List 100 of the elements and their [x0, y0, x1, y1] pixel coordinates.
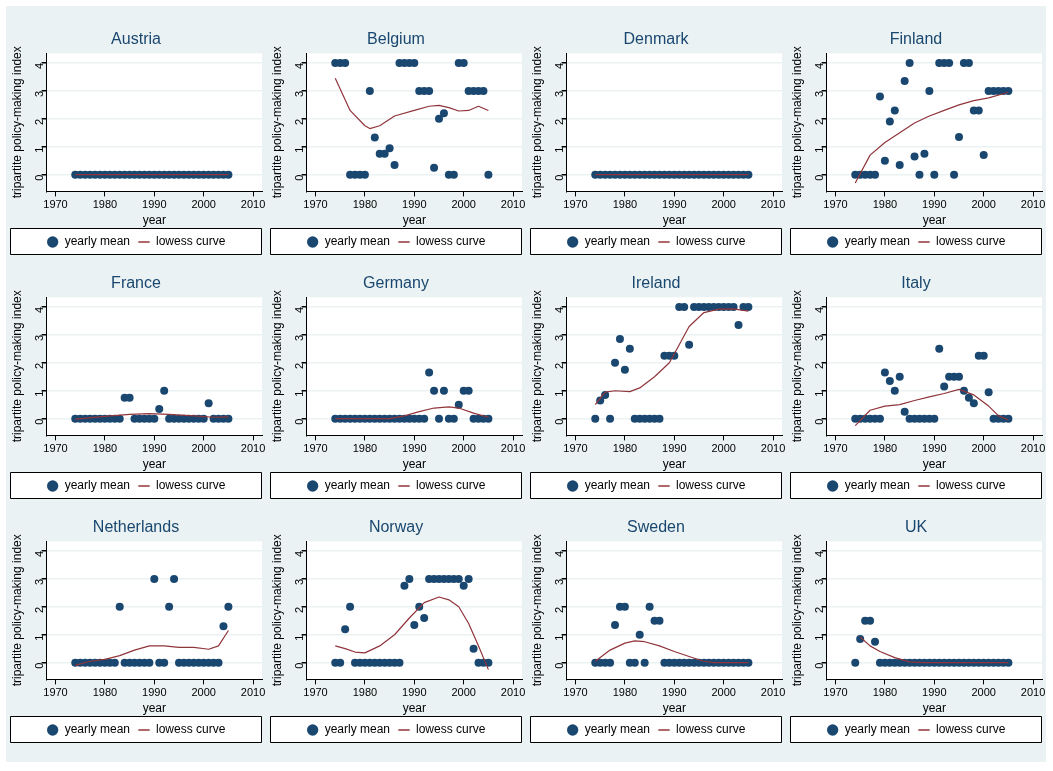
y-tick-label: 2: [552, 118, 565, 125]
legend-label: yearly mean: [324, 234, 391, 249]
y-tick-label: 2: [552, 362, 565, 369]
legend-label: lowess curve: [156, 234, 226, 249]
y-tick-label: 0: [292, 662, 305, 669]
point: [611, 620, 620, 629]
point: [484, 170, 493, 179]
y-tick-label: 2: [32, 606, 45, 613]
x-axis-title: year: [142, 457, 166, 472]
x-tick-label: 1970: [43, 198, 68, 211]
chart-title: France: [111, 274, 161, 292]
y-tick-label: 0: [812, 662, 825, 669]
chart-title: Germany: [363, 274, 429, 292]
legend-label: lowess curve: [676, 234, 746, 249]
y-tick-label: 2: [292, 362, 305, 369]
y-tick-label: 3: [32, 90, 45, 98]
point: [365, 86, 374, 95]
x-tick-label: 1970: [303, 686, 328, 699]
point: [165, 602, 174, 611]
x-tick-label: 1990: [662, 198, 687, 211]
point: [160, 658, 169, 667]
x-tick-label: 1970: [563, 198, 588, 211]
point: [341, 58, 350, 67]
x-tick-label: 1980: [92, 442, 118, 455]
chart-title: Norway: [368, 518, 424, 536]
y-tick-label: 2: [292, 118, 305, 125]
legend-label: lowess curve: [156, 478, 226, 493]
y-tick-label: 4: [552, 306, 565, 314]
x-tick-label: 2000: [451, 442, 476, 455]
y-tick-label: 3: [32, 578, 45, 586]
x-tick-label: 1970: [303, 442, 328, 455]
y-axis-title: tripartite policy-making index: [9, 290, 24, 443]
y-tick-label: 4: [812, 62, 825, 70]
point: [224, 602, 233, 611]
y-tick-label: 1: [32, 634, 45, 641]
x-tick-label: 1980: [92, 198, 118, 211]
point: [155, 404, 164, 413]
point: [591, 414, 600, 423]
y-tick-label: 2: [812, 362, 825, 369]
point: [880, 156, 889, 165]
x-tick-label: 2000: [711, 198, 736, 211]
y-tick-label: 2: [32, 118, 45, 125]
point: [900, 407, 909, 416]
point: [439, 386, 448, 395]
point: [336, 658, 345, 667]
point: [219, 622, 228, 631]
x-tick-label: 2010: [500, 442, 526, 455]
x-tick-label: 1970: [563, 442, 588, 455]
y-tick-label: 0: [552, 174, 565, 181]
legend-label: lowess curve: [936, 478, 1006, 493]
y-tick-label: 3: [812, 334, 825, 342]
x-tick-label: 1990: [662, 442, 687, 455]
point: [930, 170, 939, 179]
legend-label: lowess curve: [416, 478, 486, 493]
x-tick-label: 1990: [922, 442, 947, 455]
point: [469, 644, 478, 653]
legend-label: lowess curve: [676, 478, 746, 493]
point: [620, 365, 629, 374]
point: [866, 616, 875, 625]
y-axis-title: tripartite policy-making index: [269, 290, 284, 443]
y-axis-title: tripartite policy-making index: [269, 46, 284, 199]
y-axis-title: tripartite policy-making index: [529, 46, 544, 199]
y-tick-label: 0: [292, 174, 305, 181]
point: [170, 574, 179, 583]
point: [400, 581, 409, 590]
y-tick-label: 0: [32, 174, 45, 181]
x-tick-label: 1990: [402, 686, 427, 699]
legend-label: yearly mean: [844, 722, 911, 737]
y-tick-label: 3: [292, 90, 305, 98]
y-axis-title: tripartite policy-making index: [9, 46, 24, 199]
point: [920, 149, 929, 158]
point: [484, 414, 493, 423]
chart-title: Denmark: [623, 30, 690, 48]
point: [680, 302, 689, 311]
point: [385, 144, 394, 153]
x-tick-label: 2010: [1020, 442, 1046, 455]
point: [410, 58, 419, 67]
point: [145, 658, 154, 667]
point: [871, 170, 880, 179]
point: [214, 658, 223, 667]
y-tick-label: 1: [292, 146, 305, 153]
point: [615, 335, 624, 344]
legend-label: lowess curve: [156, 722, 226, 737]
y-tick-label: 1: [292, 634, 305, 641]
legend-label: yearly mean: [844, 478, 911, 493]
point: [885, 117, 894, 126]
point: [625, 344, 634, 353]
y-tick-label: 4: [32, 550, 45, 558]
point: [744, 658, 753, 667]
x-tick-label: 2000: [711, 686, 736, 699]
point: [430, 163, 439, 172]
x-tick-label: 1980: [92, 686, 118, 699]
point: [950, 170, 959, 179]
x-axis-title: year: [922, 701, 946, 716]
legend-label: lowess curve: [936, 722, 1006, 737]
x-axis-title: year: [662, 457, 686, 472]
y-tick-label: 0: [32, 418, 45, 425]
point: [655, 414, 664, 423]
y-tick-label: 0: [32, 662, 45, 669]
x-tick-label: 1970: [43, 442, 68, 455]
